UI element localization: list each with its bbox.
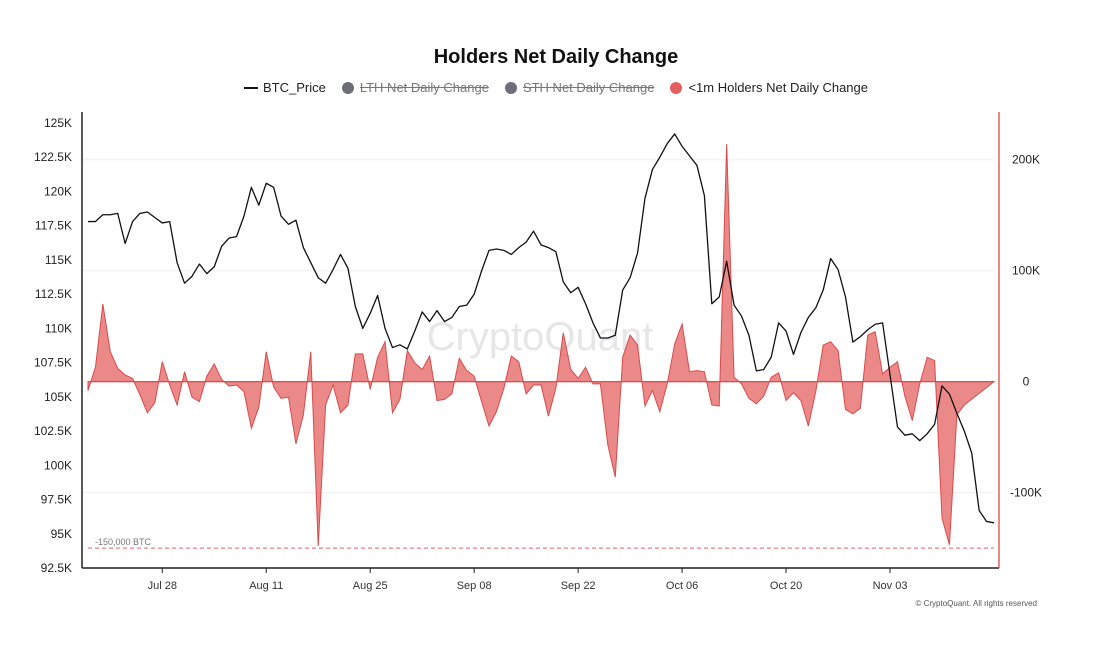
right-tick-label: -100K	[1010, 486, 1042, 500]
x-tick-label: Nov 03	[873, 580, 908, 592]
left-tick-label: 122.5K	[34, 150, 72, 164]
legend-label: STH Net Daily Change	[522, 80, 655, 95]
legend-item-lth[interactable]: LTH Net Daily Change	[341, 80, 489, 95]
x-tick-label: Sep 08	[457, 580, 492, 592]
series-line-btc-price	[88, 133, 995, 524]
legend-item-1m-holders[interactable]: <1m Holders Net Daily Change	[670, 80, 868, 95]
legend-dot-icon	[504, 81, 517, 94]
left-tick-label: 97.5K	[41, 493, 72, 507]
x-tick-label: Sep 22	[561, 580, 596, 592]
left-tick-label: 117.5K	[35, 219, 72, 233]
legend-item-sth[interactable]: STH Net Daily Change	[504, 80, 655, 95]
legend-label: LTH Net Daily Change	[359, 80, 489, 95]
chart-title: Holders Net Daily Change	[433, 46, 679, 68]
series-area-1m-holders	[87, 144, 996, 546]
legend-dot-icon	[670, 81, 683, 94]
x-tick-label: Oct 06	[666, 580, 698, 592]
left-tick-label: 95K	[51, 527, 72, 541]
legend-dot-icon	[341, 81, 354, 94]
reference-line-label: -150,000 BTC	[95, 537, 152, 547]
left-tick-label: 102.5K	[34, 424, 72, 438]
left-tick-label: 92.5K	[41, 561, 72, 575]
left-tick-label: 110K	[45, 321, 72, 335]
legend: BTC_Price LTH Net Daily Change STH Net D…	[0, 80, 1112, 95]
x-tick-label: Aug 25	[353, 580, 388, 592]
x-tick-label: Aug 11	[249, 580, 283, 592]
x-tick-label: Jul 28	[148, 580, 177, 592]
credit-text: © CryptoQuant. All rights reserved	[916, 599, 1038, 608]
left-tick-label: 125K	[44, 116, 72, 130]
area-layer	[87, 144, 996, 549]
line-layer	[88, 133, 995, 524]
legend-line-icon	[243, 86, 258, 89]
left-tick-label: 100K	[44, 458, 72, 472]
left-tick-label: 115K	[45, 253, 72, 267]
watermark-text: CryptoQuant	[427, 315, 654, 359]
right-tick-label: 100K	[1012, 264, 1040, 278]
right-tick-label: 200K	[1012, 153, 1040, 167]
left-tick-label: 105K	[44, 390, 72, 404]
axis-layer: 125K 122.5K 120K 117.5K 115K 112.5K 110K 107.5K…	[34, 112, 1042, 592]
legend-label: <1m Holders Net Daily Change	[688, 80, 868, 95]
right-tick-label: 0	[1023, 375, 1030, 389]
left-tick-label: 107.5K	[34, 356, 72, 370]
x-tick-label: Oct 20	[770, 580, 802, 592]
legend-item-btc-price[interactable]: BTC_Price	[243, 80, 326, 95]
legend-label: BTC_Price	[262, 80, 326, 95]
left-tick-label: 112.5K	[35, 287, 72, 301]
left-tick-label: 120K	[44, 184, 72, 198]
